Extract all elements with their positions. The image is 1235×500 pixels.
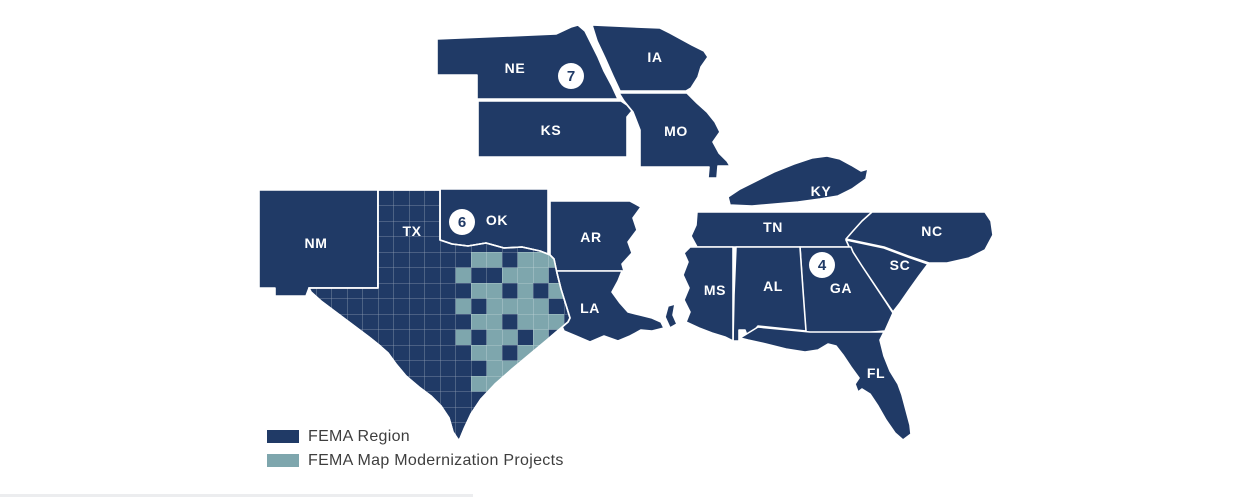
region-marker-6: 6 bbox=[449, 209, 475, 235]
region-7-circle bbox=[558, 63, 584, 89]
state-mississippi bbox=[682, 246, 734, 342]
state-kansas bbox=[477, 100, 633, 158]
bottom-divider bbox=[0, 494, 473, 497]
legend: FEMA Region FEMA Map Modernization Proje… bbox=[267, 428, 564, 469]
legend-item-map-modernization: FEMA Map Modernization Projects bbox=[267, 452, 564, 469]
state-north-carolina bbox=[845, 211, 994, 264]
state-iowa bbox=[591, 24, 709, 92]
state-label-ga: GA bbox=[830, 280, 852, 296]
state-label-tx: TX bbox=[402, 223, 421, 239]
state-label-ms: MS bbox=[704, 282, 726, 298]
modernization-county-cell bbox=[502, 376, 518, 392]
state-label-al: AL bbox=[763, 278, 783, 294]
state-label-ks: KS bbox=[541, 122, 562, 138]
region-6-circle bbox=[449, 209, 475, 235]
map-modernization-label: FEMA Map Modernization Projects bbox=[308, 451, 564, 469]
state-label-ok: OK bbox=[486, 212, 508, 228]
state-alabama bbox=[732, 246, 807, 342]
region-markers: 7 6 4 bbox=[449, 63, 835, 278]
state-label-ky: KY bbox=[811, 183, 832, 199]
fema-region-swatch bbox=[267, 430, 299, 443]
state-label-ar: AR bbox=[580, 229, 601, 245]
state-florida bbox=[739, 326, 912, 441]
state-missouri bbox=[618, 92, 731, 179]
state-label-nc: NC bbox=[921, 223, 942, 239]
state-label-la: LA bbox=[580, 300, 600, 316]
state-label-ia: IA bbox=[647, 49, 662, 65]
region-6-number: 6 bbox=[458, 214, 466, 231]
region-7-number: 7 bbox=[567, 68, 575, 85]
state-label-tn: TN bbox=[763, 219, 783, 235]
state-nebraska bbox=[436, 24, 619, 100]
state-label-mo: MO bbox=[664, 123, 688, 139]
region-7-states bbox=[436, 24, 731, 179]
legend-item-fema-region: FEMA Region bbox=[267, 428, 564, 445]
region-4-circle bbox=[809, 252, 835, 278]
state-labels: NE IA KS MO NM TX OK AR LA KY TN NC MS A… bbox=[305, 49, 943, 381]
fema-region-label: FEMA Region bbox=[308, 427, 411, 445]
state-label-sc: SC bbox=[890, 257, 911, 273]
region-4-states bbox=[682, 155, 994, 441]
state-kentucky bbox=[727, 155, 869, 207]
state-louisiana bbox=[551, 270, 665, 343]
region-4-number: 4 bbox=[818, 257, 827, 274]
state-label-ne: NE bbox=[505, 60, 526, 76]
region-marker-7: 7 bbox=[558, 63, 584, 89]
region-marker-4: 4 bbox=[809, 252, 835, 278]
state-texas-outline bbox=[308, 189, 571, 442]
state-label-fl: FL bbox=[867, 365, 885, 381]
map-modernization-swatch bbox=[267, 454, 299, 467]
mississippi-river-delta-sliver bbox=[664, 303, 678, 329]
state-label-nm: NM bbox=[305, 235, 328, 251]
